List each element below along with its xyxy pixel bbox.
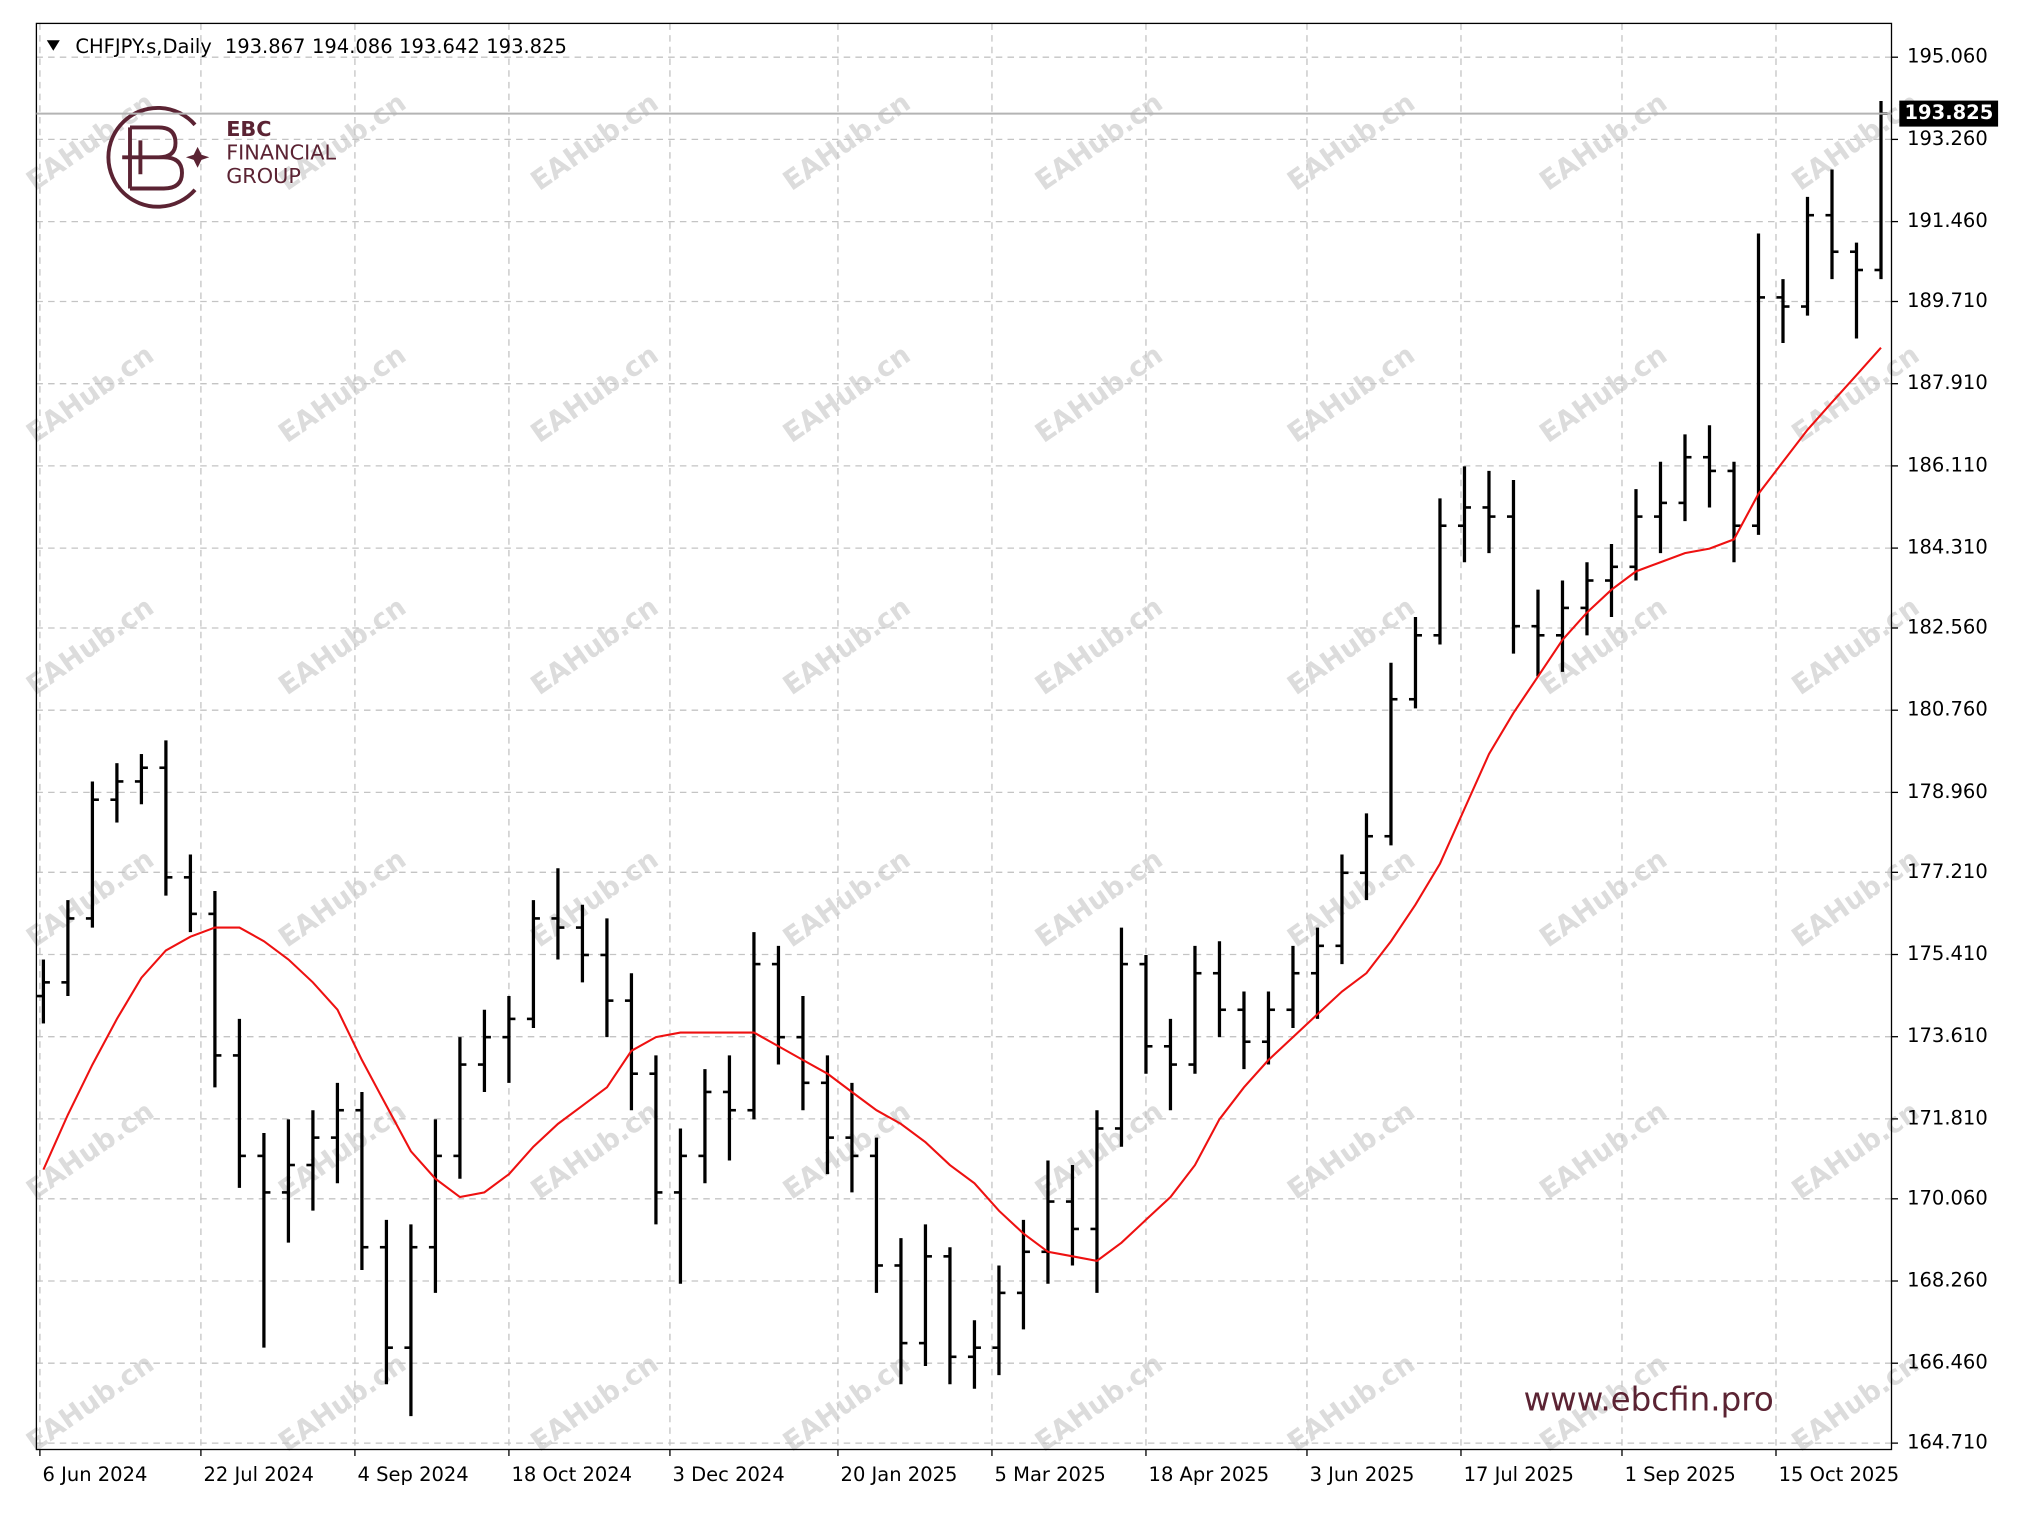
x-tick-label: 5 Mar 2025 <box>995 1463 1106 1486</box>
y-tick-label: 191.460 <box>1907 209 1988 232</box>
watermark: EAHub.cn <box>1534 1096 1673 1206</box>
watermark: EAHub.cn <box>1534 87 1673 197</box>
watermark: EAHub.cn <box>525 1096 664 1206</box>
plot <box>36 101 1888 1417</box>
plot-frame <box>35 22 1893 1451</box>
watermark: EAHub.cn <box>1030 339 1169 449</box>
watermark: EAHub.cn <box>778 1096 917 1206</box>
watermark: EAHub.cn <box>1534 592 1673 702</box>
logo-ring <box>106 105 197 209</box>
x-tick-label: 6 Jun 2024 <box>43 1463 148 1486</box>
header-arrow <box>46 40 60 51</box>
watermark: EAHub.cn <box>1786 1348 1925 1458</box>
x-tick-label: 1 Sep 2025 <box>1625 1463 1736 1486</box>
y-tick-label: 178.960 <box>1907 780 1988 803</box>
watermark: EAHub.cn <box>1786 592 1925 702</box>
x-tick-label: 18 Oct 2024 <box>512 1463 633 1486</box>
watermark: EAHub.cn <box>1786 339 1925 449</box>
moving-average <box>42 346 1882 1262</box>
watermark: EAHub.cn <box>1282 844 1421 954</box>
y-tick-label: 182.560 <box>1907 616 1988 639</box>
last-price-label: 193.825 <box>1904 101 1993 124</box>
watermark: EAHub.cn <box>1282 592 1421 702</box>
y-tick-label: 177.210 <box>1907 860 1988 883</box>
watermark: EAHub.cn <box>778 339 917 449</box>
watermark: EAHub.cn <box>525 1348 664 1458</box>
watermark: EAHub.cn <box>21 339 160 449</box>
website: www.ebcfin.pro <box>1524 1380 1774 1418</box>
watermark: EAHub.cn <box>273 339 412 449</box>
header-open: 193.867 <box>225 34 306 57</box>
watermark: EAHub.cn <box>778 1348 917 1458</box>
logo-name: EBC <box>226 117 271 141</box>
watermark: EAHub.cn <box>1534 844 1673 954</box>
y-tick-label: 195.060 <box>1907 45 1988 68</box>
logo-line: FINANCIAL <box>226 140 336 164</box>
y-tick-label: 186.110 <box>1907 453 1988 476</box>
y-tick-label: 180.760 <box>1907 698 1988 721</box>
y-tick-label: 171.810 <box>1907 1106 1988 1129</box>
x-tick-label: 3 Dec 2024 <box>673 1463 785 1486</box>
logo: EBC FINANCIAL GROUP <box>106 105 337 209</box>
watermarks: EAHub.cn EAHub.cn EAHub.cn EAHub.cn EAHub.cn… <box>21 87 1925 1458</box>
watermark: EAHub.cn <box>525 844 664 954</box>
watermark: EAHub.cn <box>1030 87 1169 197</box>
y-tick-label: 184.310 <box>1907 536 1988 559</box>
watermark: EAHub.cn <box>778 87 917 197</box>
symbol: CHFJPY.s,Daily <box>75 34 211 57</box>
x-tick-label: 3 Jun 2025 <box>1310 1463 1415 1486</box>
watermark: EAHub.cn <box>273 844 412 954</box>
y-tick-label: 193.260 <box>1907 127 1988 150</box>
watermark: EAHub.cn <box>273 1348 412 1458</box>
logo-line: GROUP <box>226 164 301 188</box>
y-tick-label: 164.710 <box>1907 1431 1988 1454</box>
watermark: EAHub.cn <box>1282 339 1421 449</box>
logo-mark <box>122 125 184 191</box>
header-low: 193.642 <box>399 34 480 57</box>
watermark: EAHub.cn <box>1282 1096 1421 1206</box>
y-tick-label: 189.710 <box>1907 289 1988 312</box>
last-price-box <box>1899 100 1999 127</box>
watermark: EAHub.cn <box>1786 1096 1925 1206</box>
logo-star <box>185 146 210 168</box>
y-tick-label: 168.260 <box>1907 1269 1988 1292</box>
watermark: EAHub.cn <box>21 592 160 702</box>
watermark: EAHub.cn <box>778 592 917 702</box>
watermark: EAHub.cn <box>21 1348 160 1458</box>
watermark: EAHub.cn <box>1030 1096 1169 1206</box>
watermark: EAHub.cn <box>1786 844 1925 954</box>
grid <box>36 23 1892 1450</box>
header-high: 194.086 <box>312 34 393 57</box>
watermark: EAHub.cn <box>1030 1348 1169 1458</box>
x-tick-label: 15 Oct 2025 <box>1779 1463 1900 1486</box>
y-tick-label: 173.610 <box>1907 1024 1988 1047</box>
x-tick-label: 17 Jul 2025 <box>1464 1463 1574 1486</box>
watermark: EAHub.cn <box>1282 87 1421 197</box>
header-close: 193.825 <box>486 34 567 57</box>
watermark: EAHub.cn <box>21 844 160 954</box>
watermark: EAHub.cn <box>525 87 664 197</box>
x-tick-label: 4 Sep 2024 <box>358 1463 469 1486</box>
watermark: EAHub.cn <box>525 592 664 702</box>
watermark: EAHub.cn <box>1282 1348 1421 1458</box>
watermark: EAHub.cn <box>1534 339 1673 449</box>
watermark: EAHub.cn <box>273 592 412 702</box>
header: CHFJPY.s,Daily 193.867 194.086 193.642 193.8… <box>75 34 567 57</box>
x-tick-label: 22 Jul 2024 <box>204 1463 314 1486</box>
y-tick-label: 170.060 <box>1907 1186 1988 1209</box>
y-tick-label: 175.410 <box>1907 942 1988 965</box>
watermark: EAHub.cn <box>525 339 664 449</box>
x-tick-label: 18 Apr 2025 <box>1149 1463 1270 1486</box>
x-tick-label: 20 Jan 2025 <box>841 1463 958 1486</box>
watermark: EAHub.cn <box>1030 844 1169 954</box>
watermark: EAHub.cn <box>778 844 917 954</box>
watermark: EAHub.cn <box>1030 592 1169 702</box>
y-tick-label: 166.460 <box>1907 1351 1988 1374</box>
watermark: EAHub.cn <box>21 1096 160 1206</box>
y-tick-label: 187.910 <box>1907 371 1988 394</box>
